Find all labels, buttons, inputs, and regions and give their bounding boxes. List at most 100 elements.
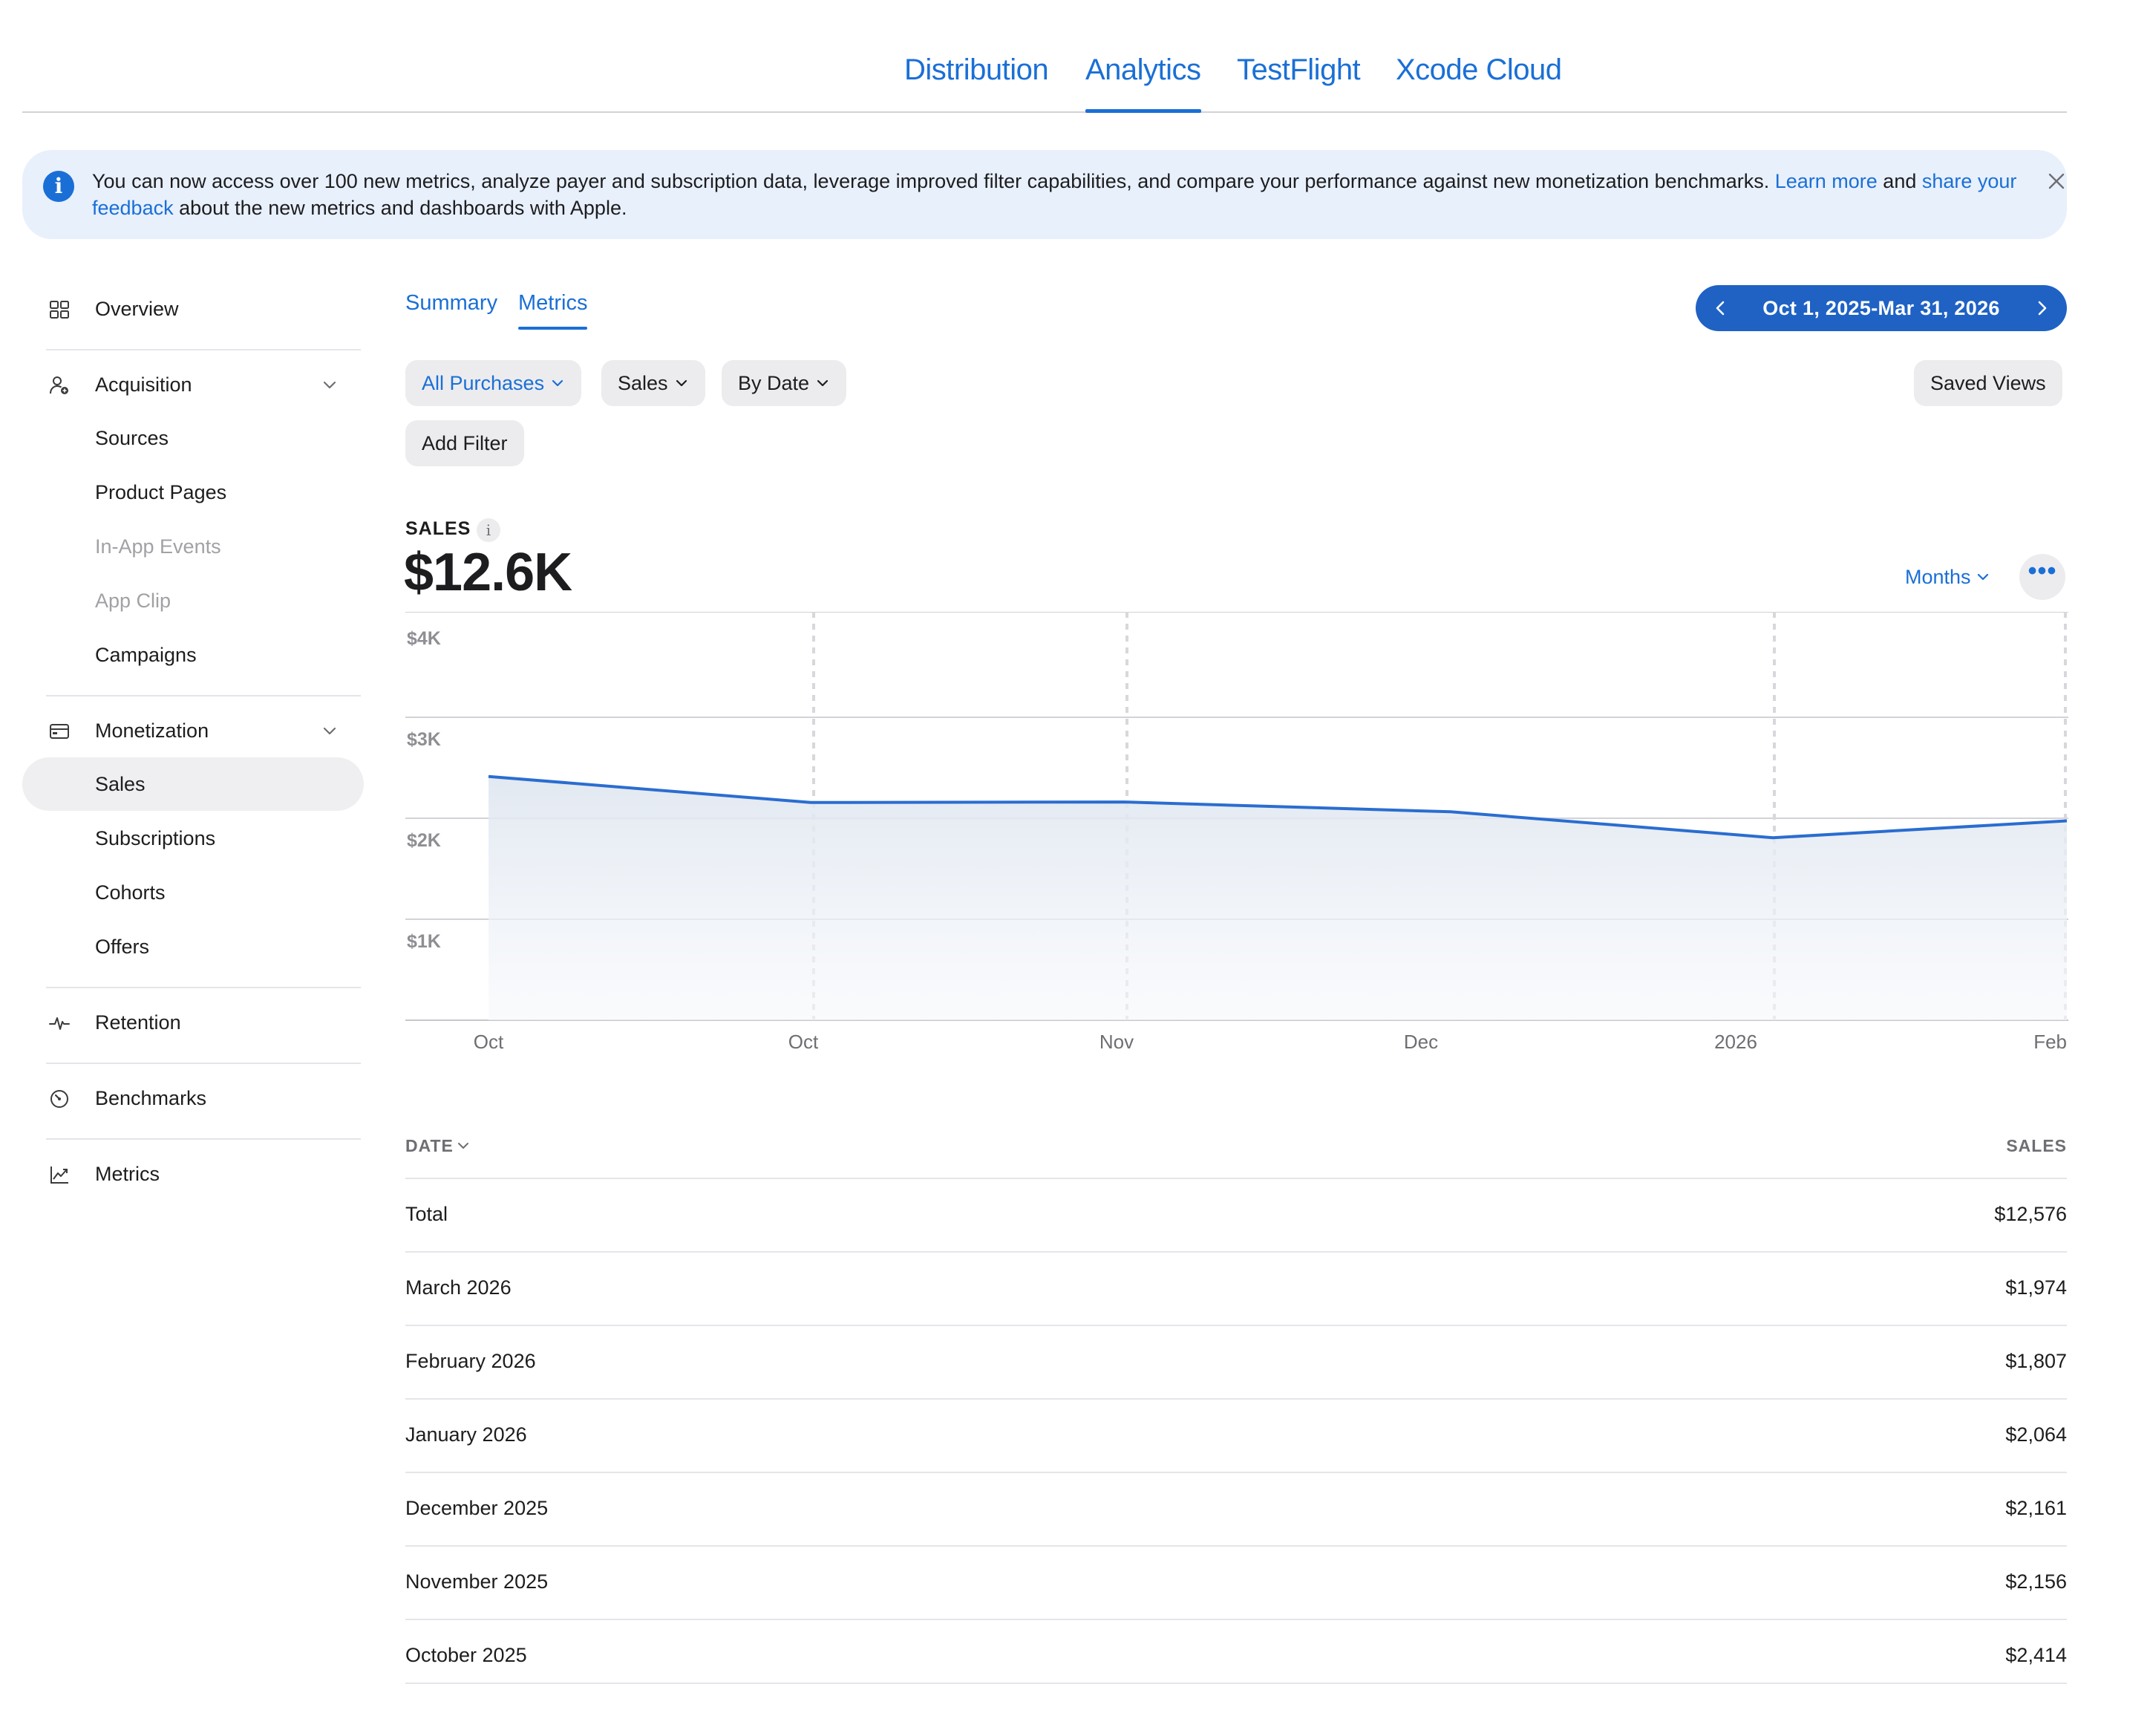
x-tick-label: Nov — [1099, 1031, 1134, 1053]
divider — [46, 987, 361, 988]
y-tick-label: $1K — [407, 931, 441, 952]
tab-xcode-cloud[interactable]: Xcode Cloud — [1396, 53, 1562, 86]
table-row: October 2025 $2,414 — [405, 1619, 2067, 1691]
row-date: March 2026 — [405, 1276, 512, 1299]
dropdown-label: By Date — [738, 372, 810, 394]
add-filter-button[interactable]: Add Filter — [405, 420, 524, 466]
period-dropdown[interactable]: Months — [1905, 566, 1990, 589]
row-date: December 2025 — [405, 1497, 549, 1519]
banner-text-and: and — [1877, 170, 1922, 192]
saved-views-button[interactable]: Saved Views — [1914, 360, 2062, 406]
sidebar-item-benchmarks[interactable]: Benchmarks — [22, 1071, 364, 1125]
all-purchases-dropdown[interactable]: All Purchases — [405, 360, 582, 406]
metric-value: $12.6K — [404, 543, 572, 602]
row-date: November 2025 — [405, 1570, 549, 1593]
divider — [46, 695, 361, 696]
sidebar-item-label: Cohorts — [95, 881, 166, 904]
sidebar-item-label: Subscriptions — [95, 827, 216, 849]
tab-testflight[interactable]: TestFlight — [1237, 53, 1361, 86]
table-row: February 2026 $1,807 — [405, 1325, 2067, 1397]
sidebar-item-label: In-App Events — [95, 535, 221, 558]
sidebar-item-overview[interactable]: Overview — [22, 282, 364, 336]
sidebar-item-sources[interactable]: Sources — [22, 411, 364, 465]
table-header: DATE SALES — [405, 1136, 2067, 1173]
x-tick-label: 2026 — [1714, 1031, 1757, 1053]
more-options-button[interactable]: ••• — [2019, 554, 2065, 600]
sidebar-item-label: Benchmarks — [95, 1087, 207, 1109]
sidebar-item-retention[interactable]: Retention — [22, 996, 364, 1049]
share-feedback-link[interactable]: share your feedback — [92, 170, 2017, 219]
divider — [46, 1063, 361, 1064]
x-tick-label: Feb — [2033, 1031, 2067, 1053]
chevron-left-icon[interactable] — [1699, 285, 1743, 331]
table-row: January 2026 $2,064 — [405, 1398, 2067, 1471]
chevron-down-icon — [323, 727, 336, 735]
tab-distribution[interactable]: Distribution — [904, 53, 1049, 86]
column-header-sales: SALES — [2006, 1136, 2067, 1155]
info-icon: i — [43, 171, 74, 202]
date-range-label[interactable]: Oct 1, 2025-Mar 31, 2026 — [1762, 297, 2000, 319]
chevron-right-icon[interactable] — [2019, 285, 2064, 331]
tab-summary[interactable]: Summary — [405, 291, 498, 315]
row-sales: $2,414 — [2005, 1644, 2067, 1666]
chevron-down-icon — [323, 381, 336, 389]
tab-analytics[interactable]: Analytics — [1085, 53, 1201, 113]
close-icon[interactable] — [2040, 165, 2073, 198]
line-chart-icon — [50, 1166, 68, 1184]
y-tick-label: $4K — [407, 628, 441, 649]
y-tick-label: $2K — [407, 830, 441, 851]
sidebar-item-campaigns[interactable]: Campaigns — [22, 628, 364, 682]
dropdown-label: Sales — [618, 372, 668, 394]
sidebar-item-subscriptions[interactable]: Subscriptions — [22, 812, 364, 865]
row-sales: $2,156 — [2005, 1570, 2067, 1593]
tab-metrics[interactable]: Metrics — [518, 291, 588, 330]
row-date: Total — [405, 1203, 448, 1225]
row-sales: $12,576 — [1994, 1203, 2067, 1225]
banner-message: You can now access over 100 new metrics,… — [92, 168, 2022, 221]
x-tick-label: Oct — [788, 1031, 819, 1053]
sidebar-item-offers[interactable]: Offers — [22, 920, 364, 973]
sidebar-item-app-clip: App Clip — [22, 574, 364, 627]
sidebar-item-sales[interactable]: Sales — [22, 757, 364, 811]
row-sales: $1,974 — [2005, 1276, 2067, 1299]
sidebar-item-metrics[interactable]: Metrics — [22, 1147, 364, 1201]
x-tick-label: Dec — [1404, 1031, 1438, 1053]
gauge-icon — [50, 1090, 68, 1108]
pulse-icon — [49, 1017, 70, 1030]
sort-date-header[interactable]: DATE — [405, 1136, 470, 1156]
sidebar-item-acquisition[interactable]: Acquisition — [22, 358, 364, 411]
divider — [46, 1138, 361, 1140]
sidebar-item-label: Product Pages — [95, 481, 227, 503]
learn-more-link[interactable]: Learn more — [1774, 170, 1878, 192]
sidebar-item-label: App Clip — [95, 590, 171, 612]
sidebar-item-label: Overview — [95, 298, 179, 320]
table-row: Total $12,576 — [405, 1178, 2067, 1250]
sidebar-item-label: Sales — [95, 773, 146, 795]
sidebar-item-cohorts[interactable]: Cohorts — [22, 866, 364, 919]
row-sales: $2,064 — [2005, 1423, 2067, 1446]
info-icon[interactable]: i — [477, 518, 500, 542]
row-date: October 2025 — [405, 1644, 527, 1666]
sidebar-item-label: Acquisition — [95, 373, 192, 396]
group-by-dropdown[interactable]: By Date — [722, 360, 847, 406]
chevron-down-icon — [817, 379, 829, 386]
table-row: March 2026 $1,974 — [405, 1251, 2067, 1324]
chevron-down-icon — [1977, 573, 1988, 580]
sidebar-item-label: Offers — [95, 936, 150, 958]
chevron-down-icon — [552, 379, 563, 386]
chevron-down-icon — [457, 1142, 468, 1149]
sidebar-item-in-app-events: In-App Events — [22, 520, 364, 573]
area-fill — [489, 776, 2067, 1020]
row-date: February 2026 — [405, 1350, 536, 1372]
x-tick-label: Oct — [474, 1031, 504, 1053]
sidebar-item-label: Campaigns — [95, 644, 197, 666]
sidebar-item-monetization[interactable]: Monetization — [22, 704, 364, 757]
measure-dropdown[interactable]: Sales — [601, 360, 705, 406]
sidebar-item-product-pages[interactable]: Product Pages — [22, 466, 364, 519]
sidebar-item-label: Retention — [95, 1011, 181, 1034]
banner-text: You can now access over 100 new metrics,… — [92, 170, 1775, 192]
table-row: November 2025 $2,156 — [405, 1545, 2067, 1618]
sales-chart: $4K $3K $2K $1K Oct Oct Nov Dec 2026 Feb — [405, 611, 2068, 1057]
chevron-down-icon — [676, 379, 687, 386]
